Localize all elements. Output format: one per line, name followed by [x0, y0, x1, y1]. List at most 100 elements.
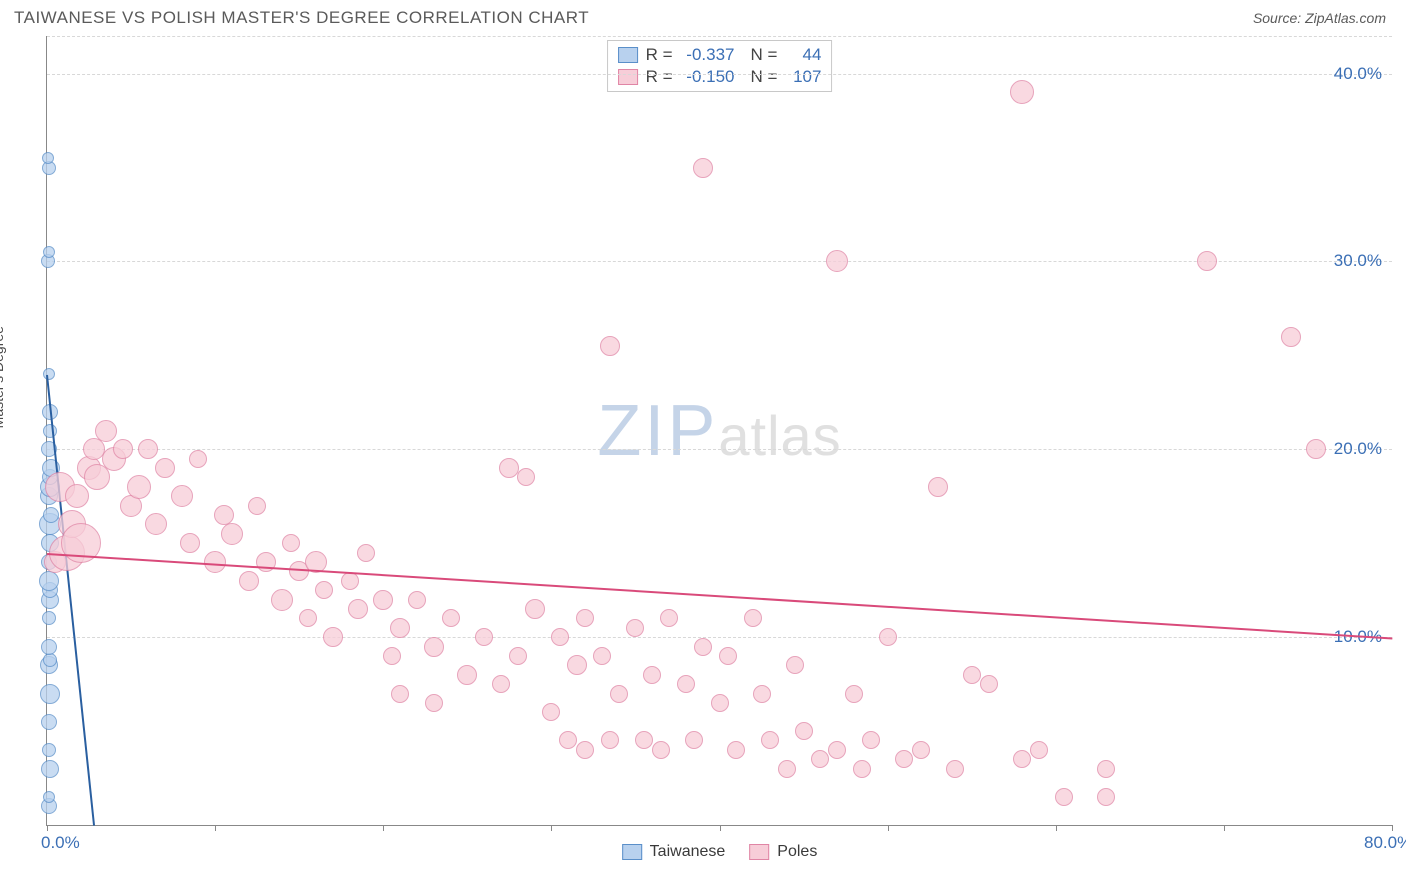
legend-swatch: [622, 844, 642, 860]
y-tick-label: 30.0%: [1334, 251, 1382, 271]
data-point: [1197, 251, 1217, 271]
data-point: [145, 513, 167, 535]
data-point: [753, 685, 771, 703]
data-point: [719, 647, 737, 665]
x-tick: [551, 825, 552, 831]
stats-n-label: N =: [751, 45, 778, 65]
data-point: [248, 497, 266, 515]
data-point: [127, 475, 151, 499]
data-point: [694, 638, 712, 656]
x-tick: [383, 825, 384, 831]
legend-label: Taiwanese: [650, 843, 726, 861]
stats-row: R =-0.337N =44: [618, 44, 822, 66]
data-point: [795, 722, 813, 740]
bottom-legend: Taiwanese Poles: [622, 843, 818, 861]
data-point: [576, 741, 594, 759]
data-point: [660, 609, 678, 627]
data-point: [41, 760, 59, 778]
data-point: [65, 484, 89, 508]
y-tick-label: 40.0%: [1334, 64, 1382, 84]
chart-container: Master's Degree ZIPatlas R =-0.337N =44R…: [14, 36, 1392, 866]
stats-r-value: -0.337: [681, 45, 735, 65]
data-point: [95, 420, 117, 442]
data-point: [475, 628, 493, 646]
data-point: [626, 619, 644, 637]
stats-n-label: N =: [751, 67, 778, 87]
data-point: [610, 685, 628, 703]
data-point: [1281, 327, 1301, 347]
data-point: [457, 665, 477, 685]
grid-line: [47, 36, 1392, 37]
data-point: [43, 653, 57, 667]
data-point: [43, 791, 55, 803]
data-point: [42, 152, 54, 164]
x-tick: [215, 825, 216, 831]
grid-line: [47, 637, 1392, 638]
data-point: [189, 450, 207, 468]
data-point: [862, 731, 880, 749]
data-point: [601, 731, 619, 749]
data-point: [828, 741, 846, 759]
data-point: [778, 760, 796, 778]
data-point: [138, 439, 158, 459]
watermark: ZIPatlas: [597, 390, 841, 472]
data-point: [42, 743, 56, 757]
data-point: [221, 523, 243, 545]
data-point: [39, 571, 59, 591]
data-point: [1013, 750, 1031, 768]
grid-line: [47, 74, 1392, 75]
data-point: [315, 581, 333, 599]
data-point: [171, 485, 193, 507]
data-point: [635, 731, 653, 749]
data-point: [593, 647, 611, 665]
grid-line: [47, 261, 1392, 262]
data-point: [517, 468, 535, 486]
data-point: [895, 750, 913, 768]
data-point: [1097, 760, 1115, 778]
data-point: [442, 609, 460, 627]
chart-title: TAIWANESE VS POLISH MASTER'S DEGREE CORR…: [14, 8, 589, 28]
watermark-atlas: atlas: [718, 404, 841, 467]
y-tick-label: 20.0%: [1334, 439, 1382, 459]
legend-item: Poles: [749, 843, 817, 861]
data-point: [40, 684, 60, 704]
data-point: [963, 666, 981, 684]
data-point: [42, 611, 56, 625]
data-point: [239, 571, 259, 591]
data-point: [879, 628, 897, 646]
data-point: [685, 731, 703, 749]
data-point: [282, 534, 300, 552]
data-point: [323, 627, 343, 647]
plot-area: ZIPatlas R =-0.337N =44R =-0.150N =107 T…: [46, 36, 1392, 826]
x-tick-label: 80.0%: [1364, 833, 1406, 853]
data-point: [811, 750, 829, 768]
data-point: [1030, 741, 1048, 759]
legend-label: Poles: [777, 843, 817, 861]
data-point: [525, 599, 545, 619]
stats-r-label: R =: [646, 45, 673, 65]
x-tick: [888, 825, 889, 831]
data-point: [826, 250, 848, 272]
x-tick-label: 0.0%: [41, 833, 80, 853]
data-point: [155, 458, 175, 478]
x-tick: [1056, 825, 1057, 831]
data-point: [1010, 80, 1034, 104]
data-point: [41, 714, 57, 730]
data-point: [567, 655, 587, 675]
data-point: [204, 551, 226, 573]
data-point: [744, 609, 762, 627]
data-point: [425, 694, 443, 712]
x-tick: [47, 825, 48, 831]
data-point: [786, 656, 804, 674]
data-point: [43, 368, 55, 380]
data-point: [576, 609, 594, 627]
data-point: [383, 647, 401, 665]
data-point: [711, 694, 729, 712]
data-point: [357, 544, 375, 562]
stats-swatch: [618, 69, 638, 85]
data-point: [43, 507, 59, 523]
data-point: [271, 589, 293, 611]
data-point: [643, 666, 661, 684]
data-point: [1097, 788, 1115, 806]
y-axis-label: Master's Degree: [0, 326, 6, 428]
